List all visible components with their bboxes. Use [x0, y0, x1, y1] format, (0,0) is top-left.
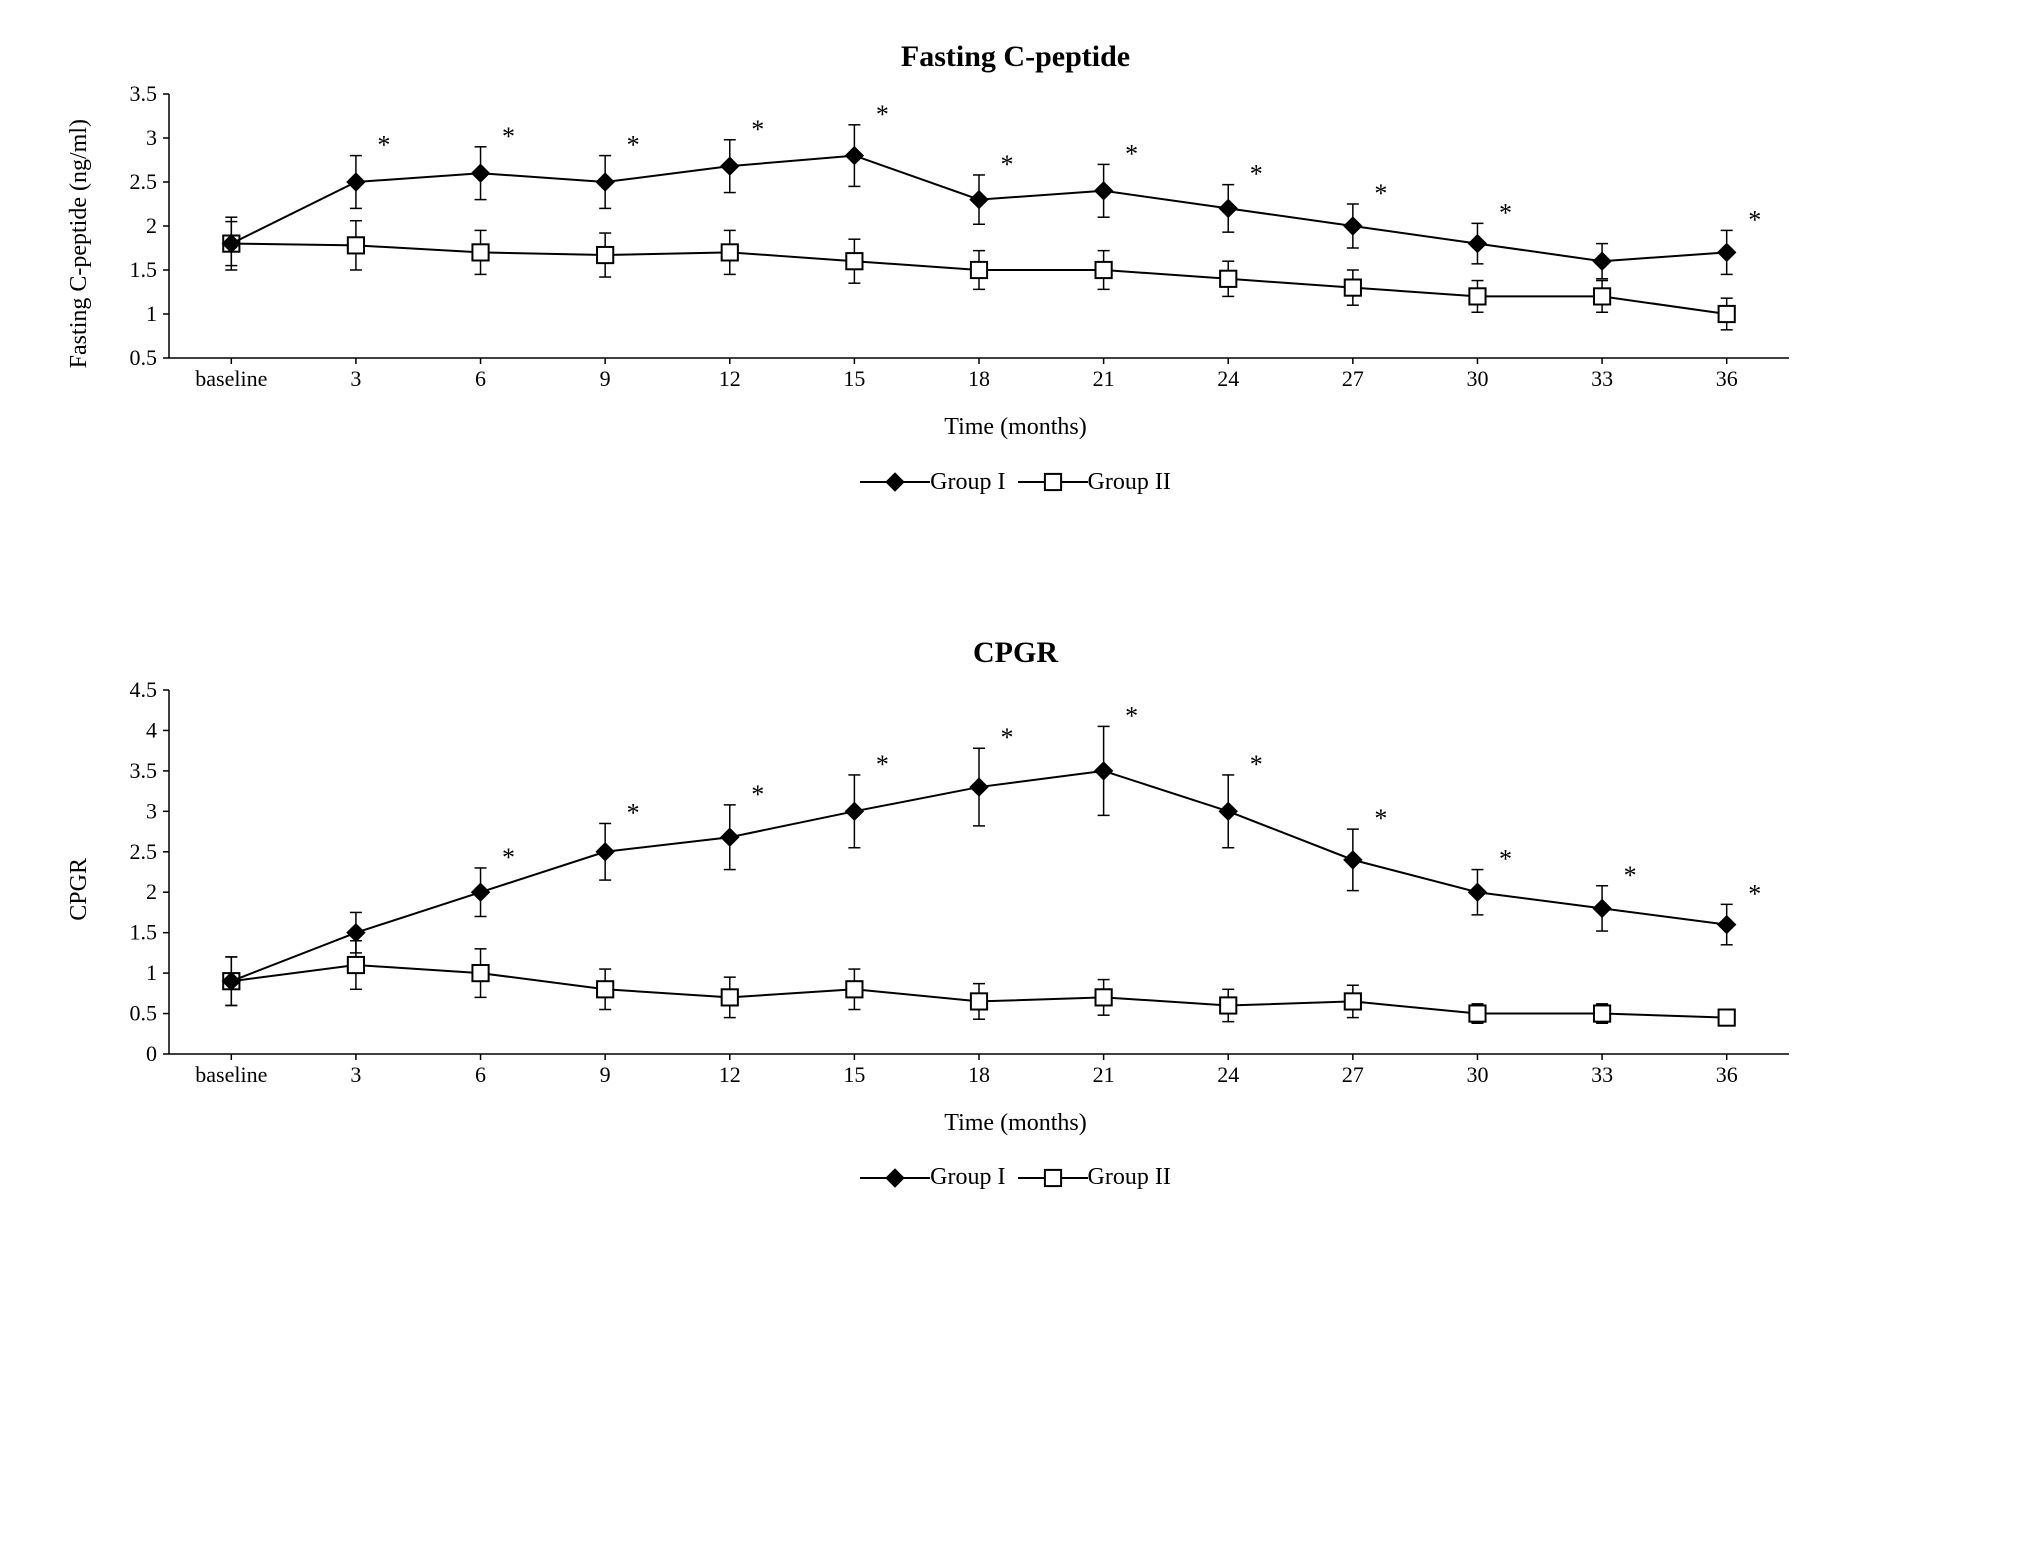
xtick-label: 9	[599, 366, 610, 391]
ytick-label: 3	[146, 798, 157, 823]
xtick-label: 3	[350, 1062, 361, 1087]
xtick-label: 27	[1341, 1062, 1363, 1087]
significance-marker: *	[751, 115, 764, 144]
panel1-title: Fasting C-peptide	[66, 40, 1966, 74]
xtick-label: baseline	[195, 366, 267, 391]
significance-marker: *	[875, 749, 888, 778]
significance-marker: *	[1498, 198, 1511, 227]
panel2-ylabel: CPGR	[66, 858, 93, 921]
panel1-chart-wrap: Fasting C-peptide (ng/ml) 0.5 1 1.5 2 2.5 3 3.…	[66, 84, 1966, 404]
legend-label: Group I	[930, 1164, 1005, 1191]
xtick-label: 6	[475, 366, 486, 391]
ytick-label: 4.5	[129, 680, 157, 702]
square-icon	[1041, 1166, 1065, 1190]
panel1-plot-area: 0.511.522.533.5baseline36912151821242730…	[99, 84, 1819, 404]
legend-label: Group II	[1088, 469, 1171, 496]
panel2-plot-area: 00.511.522.533.544.5baseline369121518212…	[99, 680, 1819, 1100]
legend-line-icon	[860, 481, 930, 483]
xtick-label: 24	[1217, 366, 1239, 391]
legend-item-group2: Group II	[1018, 469, 1171, 496]
figure-container: Fasting C-peptide Fasting C-peptide (ng/…	[66, 40, 1966, 1191]
legend-item-group1: Group I	[860, 469, 1005, 496]
panel2-chart-wrap: CPGR 00.511.522.533.544.5baseline3691215…	[66, 680, 1966, 1100]
ytick-label: 2	[146, 879, 157, 904]
panel1-ylabel: Fasting C-peptide (ng/ml)	[66, 119, 93, 368]
significance-marker: *	[1249, 160, 1262, 189]
ytick-label: 1.5	[129, 257, 157, 282]
xtick-label: 24	[1217, 1062, 1239, 1087]
ytick-label: 1.5	[129, 919, 157, 944]
legend-line-icon	[860, 1177, 930, 1179]
xtick-label: 33	[1591, 366, 1613, 391]
significance-marker: *	[1374, 179, 1387, 208]
panel-fasting-c-peptide: Fasting C-peptide Fasting C-peptide (ng/…	[66, 40, 1966, 496]
diamond-icon	[883, 1166, 907, 1190]
xtick-label: 15	[843, 1062, 865, 1087]
xtick-label: 12	[718, 366, 740, 391]
significance-marker: *	[1498, 844, 1511, 873]
ytick-label: 1	[146, 301, 157, 326]
square-icon	[1041, 470, 1065, 494]
xtick-label: 18	[968, 366, 990, 391]
xtick-label: 9	[599, 1062, 610, 1087]
ytick-label: 1	[146, 960, 157, 985]
xtick-label: 18	[968, 1062, 990, 1087]
xtick-label: 27	[1341, 366, 1363, 391]
panel2-title: CPGR	[66, 636, 1966, 670]
xtick-label: 3	[350, 366, 361, 391]
panel1-xlabel: Time (months)	[66, 414, 1966, 441]
significance-marker: *	[1125, 701, 1138, 730]
panel2-xlabel: Time (months)	[66, 1110, 1966, 1137]
xtick-label: 30	[1466, 1062, 1488, 1087]
ytick-label: 3.5	[129, 84, 157, 106]
ytick-label: 0	[146, 1041, 157, 1066]
significance-marker: *	[1125, 139, 1138, 168]
significance-marker: *	[502, 842, 515, 871]
significance-marker: *	[377, 131, 390, 160]
significance-marker: *	[502, 122, 515, 151]
panel-cpgr: CPGR CPGR 00.511.522.533.544.5baseline36…	[66, 636, 1966, 1192]
significance-marker: *	[626, 131, 639, 160]
xtick-label: 30	[1466, 366, 1488, 391]
legend-label: Group II	[1088, 1164, 1171, 1191]
significance-marker: *	[1748, 879, 1761, 908]
panel2-legend: Group I Group II	[66, 1159, 1966, 1192]
legend-line-icon	[1018, 1177, 1088, 1179]
ytick-label: 2	[146, 213, 157, 238]
ytick-label: 2.5	[129, 169, 157, 194]
panel1-svg: 0.511.522.533.5baseline36912151821242730…	[99, 84, 1819, 404]
xtick-label: baseline	[195, 1062, 267, 1087]
ytick-label: 3	[146, 125, 157, 150]
ytick-label: 0.5	[129, 1000, 157, 1025]
legend-item-group1: Group I	[860, 1164, 1005, 1191]
significance-marker: *	[875, 100, 888, 129]
xtick-label: 12	[718, 1062, 740, 1087]
xtick-label: 36	[1715, 1062, 1737, 1087]
significance-marker: *	[1000, 723, 1013, 752]
ytick-label: 3.5	[129, 757, 157, 782]
diamond-icon	[883, 470, 907, 494]
significance-marker: *	[1623, 860, 1636, 889]
significance-marker: *	[626, 798, 639, 827]
significance-marker: *	[1374, 804, 1387, 833]
xtick-label: 21	[1092, 1062, 1114, 1087]
panel1-legend: Group I Group II	[66, 463, 1966, 496]
xtick-label: 15	[843, 366, 865, 391]
significance-marker: *	[1000, 150, 1013, 179]
panel2-svg: 00.511.522.533.544.5baseline369121518212…	[99, 680, 1819, 1100]
significance-marker: *	[1748, 205, 1761, 234]
xtick-label: 33	[1591, 1062, 1613, 1087]
legend-line-icon	[1018, 481, 1088, 483]
legend-label: Group I	[930, 469, 1005, 496]
ytick-label: 4	[146, 717, 157, 742]
ytick-label: 2.5	[129, 838, 157, 863]
xtick-label: 36	[1715, 366, 1737, 391]
significance-marker: *	[751, 779, 764, 808]
significance-marker: *	[1249, 749, 1262, 778]
xtick-label: 21	[1092, 366, 1114, 391]
ytick-label: 0.5	[129, 345, 157, 370]
xtick-label: 6	[475, 1062, 486, 1087]
legend-item-group2: Group II	[1018, 1164, 1171, 1191]
